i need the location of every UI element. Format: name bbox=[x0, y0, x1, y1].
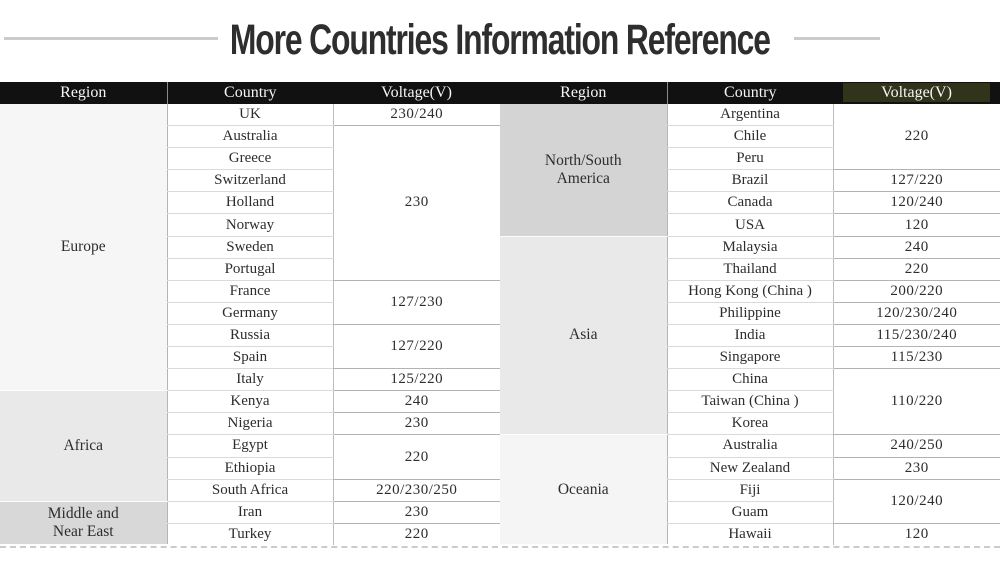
country-cell: Peru bbox=[666, 147, 834, 171]
country-cell: USA bbox=[666, 213, 834, 237]
country-cell: Malaysia bbox=[666, 236, 834, 259]
header-voltagev: Voltage(V) bbox=[833, 82, 1000, 104]
region-cell: Europe bbox=[0, 104, 167, 392]
country-cell: Singapore bbox=[666, 346, 834, 370]
table-right: Region Country Voltage(V) North/South Ameri… bbox=[500, 82, 1000, 546]
header-region: Region bbox=[0, 82, 168, 104]
country-cell: Russia bbox=[166, 324, 334, 348]
voltage-cell: 120 bbox=[833, 523, 1000, 545]
country-cell: New Zealand bbox=[666, 457, 834, 480]
country-cell: Holland bbox=[166, 191, 334, 215]
country-cell: Spain bbox=[166, 346, 334, 370]
table-left: Region Country Voltage(V) Europe UK 230/240 Au… bbox=[0, 82, 500, 546]
country-cell: Kenya bbox=[166, 390, 334, 414]
country-cell: Portugal bbox=[166, 258, 334, 281]
voltage-cell: 240 bbox=[333, 390, 500, 414]
voltage-cell: 220/230/250 bbox=[333, 479, 500, 502]
region-cell: North/South America bbox=[500, 104, 667, 237]
voltage-cell: 240/250 bbox=[833, 434, 1000, 458]
country-cell: South Africa bbox=[166, 479, 334, 502]
voltage-header-highlight: Voltage(V) bbox=[843, 83, 990, 102]
bottom-divider bbox=[0, 546, 1000, 548]
country-cell: Korea bbox=[666, 412, 834, 436]
country-cell: Argentina bbox=[666, 104, 834, 127]
voltage-cell: 230/240 bbox=[333, 104, 500, 127]
voltage-cell: 120/240 bbox=[833, 191, 1000, 215]
country-cell: Greece bbox=[166, 147, 334, 171]
voltage-cell: 220 bbox=[333, 434, 500, 480]
country-cell: Philippine bbox=[666, 302, 834, 325]
voltage-cell: 220 bbox=[833, 258, 1000, 281]
voltage-cell: 230 bbox=[333, 412, 500, 436]
country-cell: UK bbox=[166, 104, 334, 127]
country-cell: Brazil bbox=[666, 169, 834, 193]
country-cell: Italy bbox=[166, 368, 334, 392]
region-cell: Africa bbox=[0, 390, 167, 502]
voltage-cell: 115/230/240 bbox=[833, 324, 1000, 348]
voltage-cell: 127/230 bbox=[333, 280, 500, 325]
title-dash-left bbox=[4, 37, 218, 40]
country-cell: Hawaii bbox=[666, 523, 834, 545]
voltage-cell: 120/230/240 bbox=[833, 302, 1000, 325]
country-cell: Guam bbox=[666, 501, 834, 524]
title-dash-right bbox=[794, 37, 880, 40]
voltage-cell: 240 bbox=[833, 236, 1000, 259]
voltage-cell: 220 bbox=[833, 104, 1000, 171]
voltage-reference-tables: Region Country Voltage(V) Europe UK 230/240 Au… bbox=[0, 82, 1000, 546]
country-cell: China bbox=[666, 368, 834, 392]
region-cell: Middle and Near East bbox=[0, 501, 167, 546]
voltage-cell: 230 bbox=[333, 501, 500, 524]
country-cell: Norway bbox=[166, 213, 334, 237]
country-cell: Chile bbox=[666, 125, 834, 149]
page-title: More Countries Information Reference bbox=[230, 15, 771, 64]
country-cell: Hong Kong (China ) bbox=[666, 280, 834, 303]
country-cell: Egypt bbox=[166, 434, 334, 458]
country-cell: Australia bbox=[666, 434, 834, 458]
voltage-cell: 120 bbox=[833, 213, 1000, 237]
country-cell: France bbox=[166, 280, 334, 303]
country-cell: Canada bbox=[666, 191, 834, 215]
country-cell: India bbox=[666, 324, 834, 348]
voltage-cell: 110/220 bbox=[833, 368, 1000, 436]
voltage-cell: 115/230 bbox=[833, 346, 1000, 370]
title-bar: More Countries Information Reference bbox=[0, 0, 1000, 80]
voltage-cell: 127/220 bbox=[833, 169, 1000, 193]
country-cell: Fiji bbox=[666, 479, 834, 502]
region-cell: Oceania bbox=[500, 434, 667, 546]
country-cell: Australia bbox=[166, 125, 334, 149]
country-cell: Ethiopia bbox=[166, 457, 334, 480]
voltage-cell: 230 bbox=[333, 125, 500, 281]
voltage-cell: 230 bbox=[833, 457, 1000, 480]
voltage-cell: 200/220 bbox=[833, 280, 1000, 303]
header-country: Country bbox=[667, 82, 833, 104]
country-cell: Sweden bbox=[166, 236, 334, 259]
voltage-cell: 120/240 bbox=[833, 479, 1000, 524]
country-cell: Switzerland bbox=[166, 169, 334, 193]
header-country: Country bbox=[167, 82, 333, 104]
country-cell: Nigeria bbox=[166, 412, 334, 436]
country-cell: Germany bbox=[166, 302, 334, 325]
voltage-cell: 220 bbox=[333, 523, 500, 545]
country-cell: Thailand bbox=[666, 258, 834, 281]
country-cell: Taiwan (China ) bbox=[666, 390, 834, 414]
region-cell: Asia bbox=[500, 236, 667, 436]
header-region: Region bbox=[500, 82, 668, 104]
country-cell: Turkey bbox=[166, 523, 334, 545]
voltage-cell: 127/220 bbox=[333, 324, 500, 370]
header-voltagev: Voltage(V) bbox=[333, 82, 500, 104]
voltage-cell: 125/220 bbox=[333, 368, 500, 392]
country-cell: Iran bbox=[166, 501, 334, 524]
